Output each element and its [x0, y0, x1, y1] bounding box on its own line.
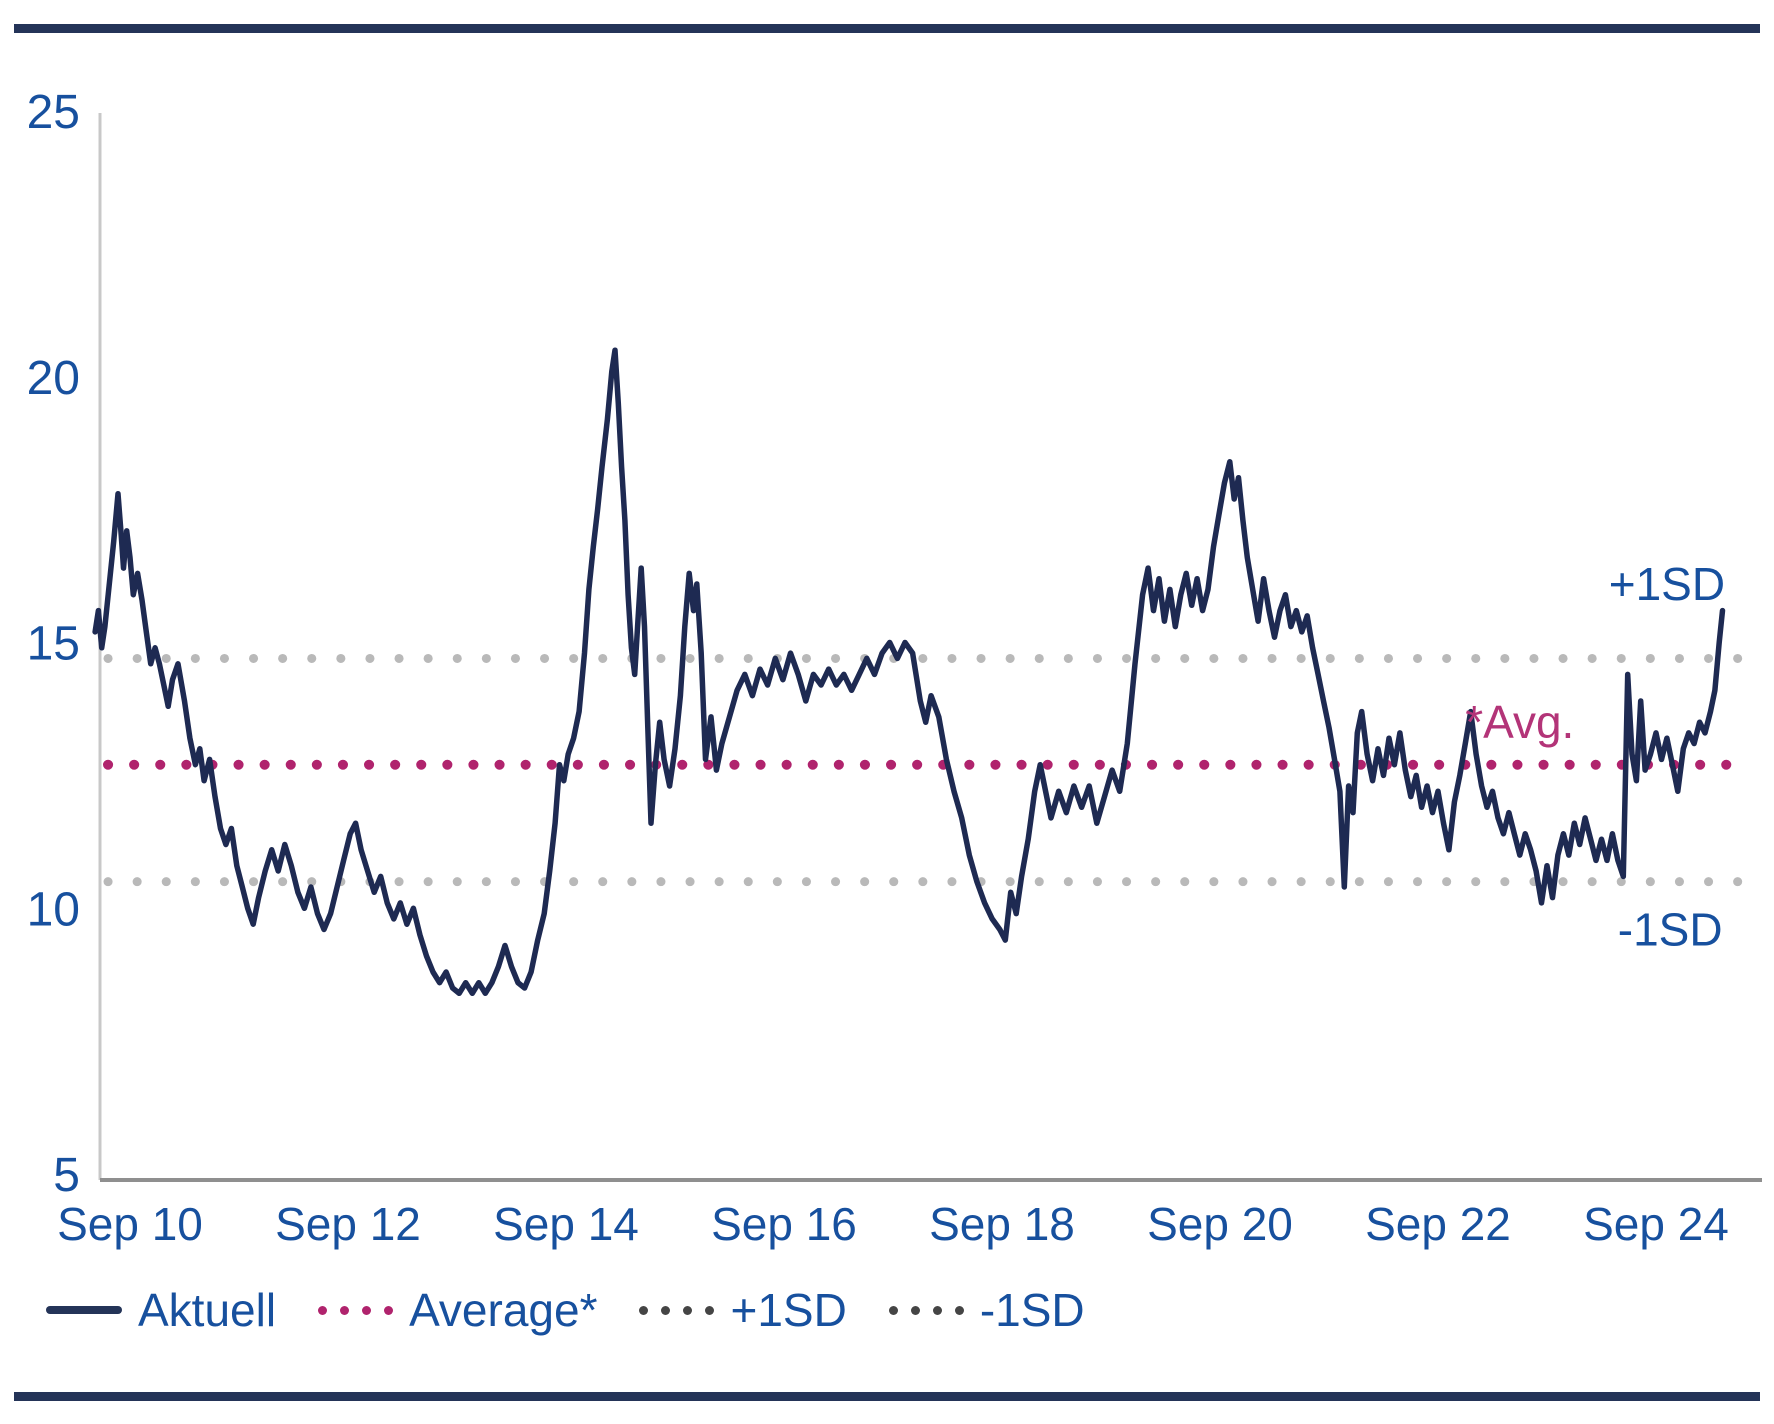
chart-legend: Aktuell Average* +1SD -1SD — [46, 1278, 1085, 1342]
legend-dot — [340, 1305, 350, 1315]
aktuell-line — [92, 347, 1726, 997]
legend-swatch-dotted-line — [888, 1305, 964, 1315]
bottom-rule — [14, 1392, 1760, 1401]
legend-item-aktuell: Aktuell — [46, 1287, 276, 1333]
legend-dot — [683, 1305, 693, 1315]
legend-dot — [954, 1305, 964, 1315]
x-tick-label: Sep 16 — [711, 1198, 857, 1250]
legend-swatch-dotted-line — [639, 1305, 715, 1315]
legend-label: +1SD — [730, 1284, 847, 1336]
y-tick-label: 25 — [27, 86, 80, 139]
x-tick-label: Sep 10 — [57, 1198, 203, 1250]
legend-dot — [705, 1305, 715, 1315]
x-tick-label: Sep 12 — [275, 1198, 421, 1250]
legend-dot — [932, 1305, 942, 1315]
legend-dot — [910, 1305, 920, 1315]
x-tick-label: Sep 22 — [1365, 1198, 1511, 1250]
legend-dot — [318, 1305, 328, 1315]
y-tick-label: 5 — [53, 1149, 80, 1202]
legend-swatch-solid-line — [46, 1306, 122, 1314]
avg-annotation: *Avg. — [1465, 696, 1574, 748]
x-tick-label: Sep 24 — [1583, 1198, 1729, 1250]
plus-1sd-annotation: +1SD — [1609, 558, 1725, 610]
legend-dot — [661, 1305, 671, 1315]
legend-label: -1SD — [979, 1284, 1085, 1336]
x-tick-label: Sep 20 — [1147, 1198, 1293, 1250]
legend-dot — [639, 1305, 649, 1315]
legend-swatch-dotted-line — [318, 1305, 394, 1315]
y-tick-label: 10 — [27, 883, 80, 936]
legend-label: Aktuell — [138, 1284, 277, 1336]
legend-item-plus-1sd: +1SD — [639, 1284, 847, 1336]
x-tick-label: Sep 18 — [929, 1198, 1075, 1250]
legend-item-minus-1sd: -1SD — [888, 1284, 1085, 1336]
legend-item-average: Average* — [318, 1287, 597, 1333]
legend-label: Average* — [409, 1284, 598, 1336]
x-tick-label: Sep 14 — [493, 1198, 639, 1250]
legend-dot — [384, 1305, 394, 1315]
y-tick-label: 20 — [27, 352, 80, 405]
top-rule — [14, 24, 1760, 33]
legend-dot — [362, 1305, 372, 1315]
y-tick-label: 15 — [27, 618, 80, 671]
legend-dot — [888, 1305, 898, 1315]
minus-1sd-annotation: -1SD — [1618, 904, 1723, 956]
